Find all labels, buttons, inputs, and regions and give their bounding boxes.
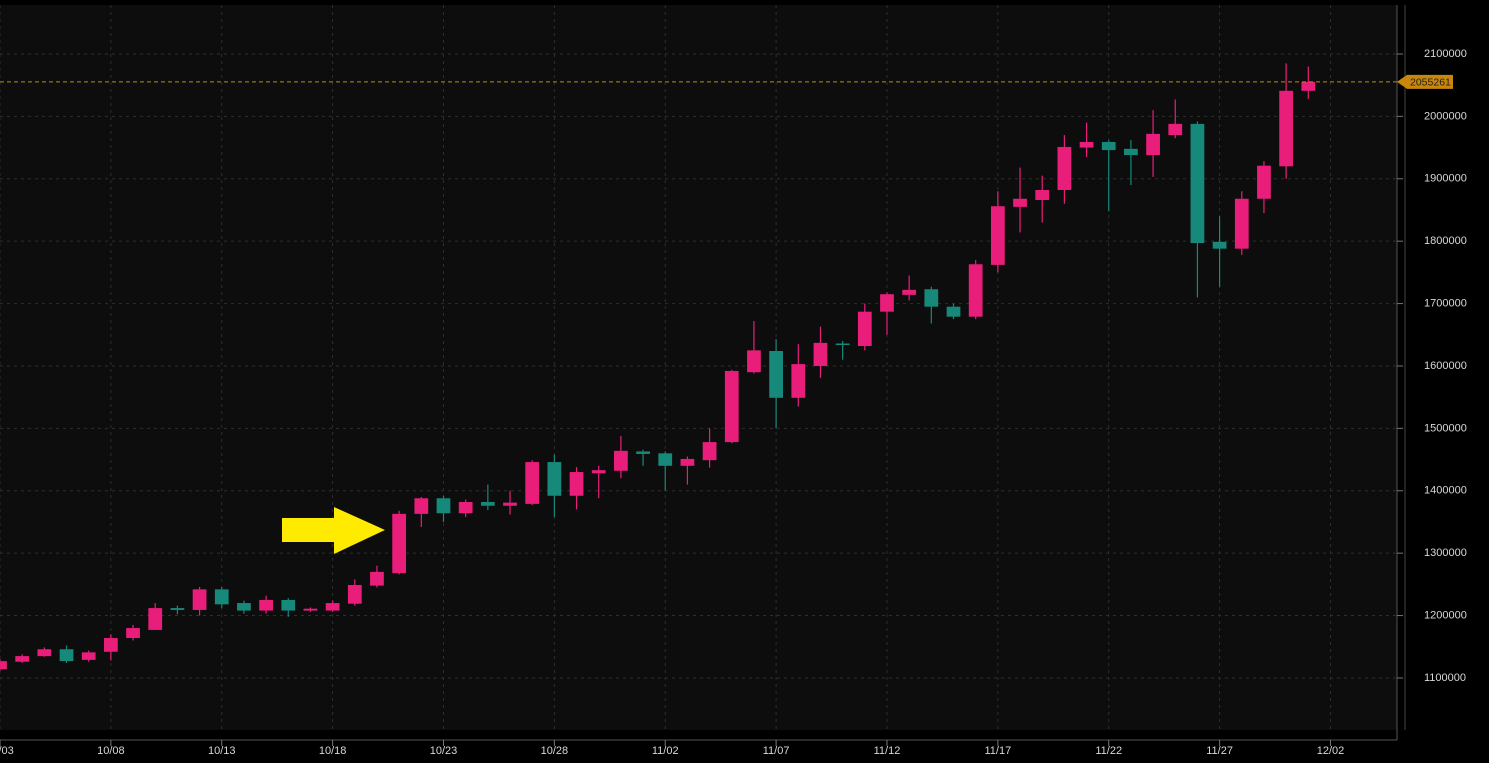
candle-body	[15, 656, 30, 662]
plot-area	[0, 5, 1397, 730]
candle-body	[1057, 146, 1072, 191]
x-tick-label: 10/23	[430, 745, 458, 757]
candle-body	[192, 589, 207, 610]
candle-body	[680, 458, 695, 466]
candle-body	[813, 342, 828, 366]
x-tick-label: 12/02	[1317, 745, 1345, 757]
x-tick-label: 11/07	[763, 745, 790, 757]
candle-body	[237, 603, 251, 611]
y-tick-label: 2000000	[1424, 110, 1467, 122]
y-tick-label: 1200000	[1424, 609, 1467, 621]
candle-body	[259, 599, 273, 611]
y-tick-label: 1800000	[1424, 235, 1467, 247]
x-tick-label: 11/02	[652, 745, 679, 757]
x-tick-label: 11/27	[1206, 745, 1233, 757]
candle-body	[791, 364, 806, 398]
candle-body	[1168, 123, 1183, 136]
x-tick-label: 10/28	[541, 745, 569, 757]
last-price-label: 2055261	[1410, 77, 1451, 89]
plot-layer: 1100000 1200000 1300000 1400000 1500000 16000…	[0, 5, 1467, 757]
y-tick-label: 1900000	[1424, 173, 1467, 185]
candle-body	[170, 608, 185, 610]
x-tick-label: 10/18	[319, 745, 347, 757]
candle-body	[370, 571, 384, 586]
x-tick-label: 10/08	[97, 745, 125, 757]
candle-body	[214, 589, 229, 605]
candle-body	[658, 453, 673, 466]
y-tick-label: 1600000	[1424, 360, 1467, 372]
candle-body	[458, 501, 473, 514]
x-tick-label: 10/13	[208, 745, 236, 757]
candle-body	[857, 311, 872, 347]
candle-body	[81, 652, 96, 660]
candle-body	[1013, 198, 1027, 207]
candle-body	[968, 264, 983, 317]
y-tick-label: 1100000	[1424, 672, 1466, 684]
candle-body	[347, 584, 362, 604]
candle-body	[990, 206, 1005, 265]
candle-body	[1257, 165, 1271, 199]
candle-body	[126, 628, 140, 639]
x-tick-label: 10/03	[0, 745, 14, 757]
candle-body	[636, 451, 650, 454]
candle-body	[769, 350, 783, 398]
candle-body	[614, 450, 628, 471]
x-tick-label: 11/12	[874, 745, 901, 757]
candle-body	[1279, 90, 1294, 167]
y-tick-label: 1300000	[1424, 547, 1467, 559]
candle-body	[1234, 198, 1249, 249]
x-tick-label: 11/22	[1095, 745, 1122, 757]
last-price-tag	[1397, 74, 1453, 89]
candle-body	[436, 498, 451, 514]
candle-body	[325, 603, 340, 611]
x-tick-label: 11/17	[984, 745, 1011, 757]
candle-body	[392, 513, 407, 574]
candle-body	[747, 350, 761, 373]
candle-body	[59, 649, 74, 662]
candle-body	[1035, 190, 1050, 200]
y-tick-label: 1700000	[1424, 297, 1467, 309]
y-tick-label: 2100000	[1424, 48, 1467, 60]
y-tick-label: 1500000	[1424, 422, 1467, 434]
candle-body	[569, 472, 584, 496]
candle-body	[1301, 81, 1316, 91]
candle-body	[1212, 241, 1227, 249]
candle-body	[924, 289, 939, 307]
candle-body	[1190, 123, 1205, 244]
candle-body	[1124, 148, 1138, 156]
candle-body	[480, 501, 495, 506]
candle-body	[303, 608, 318, 611]
y-tick-label: 1400000	[1424, 485, 1467, 497]
candle-body	[148, 608, 163, 630]
candle-body	[414, 498, 429, 514]
candle-body	[902, 289, 917, 295]
candle-body	[525, 462, 540, 504]
candle-body	[503, 502, 517, 506]
candle-body	[591, 470, 606, 474]
candle-body	[547, 462, 562, 496]
candle-body	[946, 306, 961, 317]
candle-body	[1146, 133, 1160, 156]
annotation-arrow	[282, 507, 385, 554]
candle-body	[0, 661, 7, 670]
candle-body	[724, 370, 739, 443]
candle-body	[1079, 141, 1094, 148]
candle-body	[103, 638, 118, 652]
candle-body	[880, 294, 894, 312]
candle-body	[281, 599, 296, 611]
candle-body	[702, 442, 717, 461]
candle-body	[37, 649, 52, 657]
candle-body	[1101, 141, 1116, 151]
candle-body	[835, 343, 850, 346]
